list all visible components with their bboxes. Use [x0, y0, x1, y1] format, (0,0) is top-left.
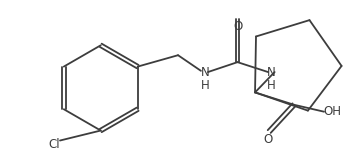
Text: O: O: [264, 133, 273, 146]
Text: H: H: [201, 79, 209, 92]
Text: H: H: [267, 79, 276, 92]
Text: OH: OH: [323, 105, 341, 118]
Text: Cl: Cl: [49, 138, 60, 151]
Text: N: N: [267, 66, 276, 78]
Text: O: O: [233, 20, 242, 33]
Text: N: N: [201, 66, 209, 78]
